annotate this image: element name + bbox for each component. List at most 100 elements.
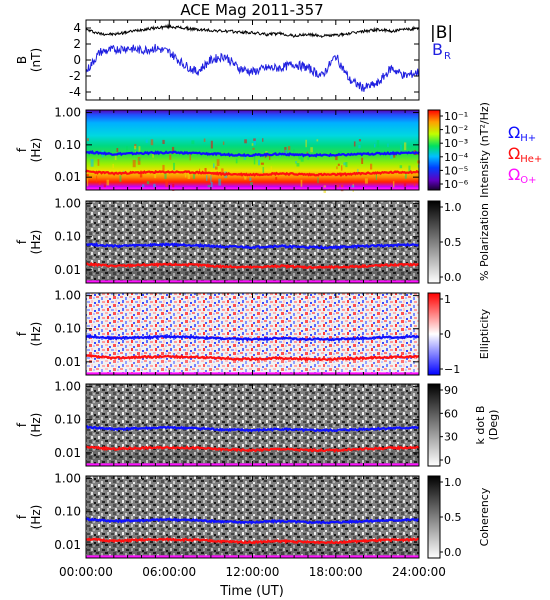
intensity-texture-mark: [152, 153, 154, 158]
intensity-texture-mark: [338, 151, 342, 155]
intensity-texture-mark: [300, 179, 303, 187]
intensity-texture-mark: [165, 181, 169, 188]
gyrofrequency-he-plus-line-panel-2: [85, 261, 420, 270]
intensity-texture-mark: [262, 166, 265, 173]
intensity-texture-mark: [296, 163, 300, 167]
intensity-texture-mark: [184, 174, 187, 178]
intensity-texture-mark: [390, 151, 393, 159]
y-tick-label: 0.01: [54, 355, 81, 369]
y-axis-label: f: [15, 422, 29, 427]
intensity-texture-mark: [293, 149, 295, 153]
intensity-texture-mark: [98, 182, 101, 185]
gyrofrequency-he-plus-line-panel-4: [85, 445, 420, 453]
intensity-texture-mark: [218, 178, 222, 186]
y-tick-label: 0.10: [54, 230, 81, 244]
intensity-texture-mark: [262, 138, 264, 142]
gyrofrequency-he-plus-line-panel-1: [85, 169, 420, 178]
gyrofrequency-he-plus-line-panel-5: [85, 537, 420, 545]
gyrofrequency-h-plus-line-panel-5: [85, 517, 420, 525]
y-tick-label: -4: [69, 85, 81, 99]
intensity-texture-mark: [189, 152, 191, 161]
colorbar-label: % Polarization: [478, 203, 491, 281]
intensity-texture-mark: [370, 163, 373, 170]
y-axis-unit: (Hz): [29, 322, 43, 347]
y-tick-label: 0.10: [54, 505, 81, 519]
intensity-texture-mark: [106, 179, 110, 186]
intensity-texture-mark: [408, 165, 411, 173]
y-tick-label: 0.01: [54, 170, 81, 184]
intensity-texture-mark: [211, 181, 213, 189]
spectrogram-ellipticity: [86, 293, 419, 375]
intensity-texture-mark: [90, 158, 94, 167]
intensity-texture-mark: [351, 185, 355, 189]
spectrogram-polarization: [86, 201, 419, 283]
y-axis-unit: (Hz): [29, 138, 43, 163]
intensity-texture-mark: [221, 168, 224, 176]
intensity-texture-mark: [251, 143, 254, 146]
intensity-texture-mark: [216, 159, 220, 166]
intensity-texture-mark: [307, 153, 309, 160]
intensity-texture-mark: [210, 175, 212, 183]
intensity-texture-mark: [112, 163, 114, 169]
y-tick-label: 0.10: [54, 138, 81, 152]
x-axis-label: Time (UT): [219, 584, 284, 599]
y-axis-label: f: [15, 514, 29, 519]
intensity-texture-mark: [414, 146, 416, 151]
gyrofrequency-h-plus-line-panel-3: [85, 333, 420, 342]
intensity-texture-mark: [269, 155, 271, 160]
intensity-texture-mark: [400, 144, 402, 151]
spectrogram-k-dot-b: [86, 384, 419, 466]
intensity-texture-mark: [204, 168, 207, 174]
x-tick-label: 00:00:00: [59, 565, 113, 579]
intensity-texture-mark: [317, 177, 319, 184]
intensity-texture-mark: [138, 158, 141, 161]
intensity-texture-mark: [252, 147, 255, 150]
intensity-texture-mark: [222, 141, 225, 145]
intensity-texture-mark: [126, 146, 128, 153]
intensity-texture-mark: [171, 146, 175, 154]
colorbar-label: k dot B: [474, 406, 487, 445]
legend-b-r: BR: [432, 40, 451, 62]
intensity-texture-mark: [253, 156, 256, 165]
y-axis-unit: (Hz): [29, 230, 43, 255]
colorbar-tick-label: −1: [444, 363, 460, 376]
intensity-texture-mark: [270, 166, 273, 173]
colorbar-tick-label: 10⁻⁶: [444, 178, 469, 191]
intensity-texture-mark: [146, 181, 150, 185]
intensity-texture-mark: [295, 161, 297, 164]
gyrofrequency-h-plus-line-panel-2: [85, 241, 420, 250]
colorbar-ellipticity: [427, 292, 441, 376]
intensity-texture-mark: [244, 139, 247, 144]
gyrofrequency-he-plus-line-panel-3: [85, 354, 420, 362]
colorbar-polarization: [427, 200, 441, 284]
intensity-texture-mark: [336, 184, 340, 190]
intensity-texture-mark: [249, 177, 252, 181]
y-tick-label: 1.00: [54, 472, 81, 486]
colorbar-intensity: [427, 109, 441, 191]
x-tick-label: 18:00:00: [309, 565, 363, 579]
intensity-texture-mark: [169, 154, 172, 160]
legend-gyrofrequency-subscript: O+: [520, 175, 536, 186]
intensity-texture-mark: [345, 162, 348, 168]
colorbar-tick-label: 60: [444, 407, 458, 420]
intensity-texture-mark: [300, 154, 304, 162]
intensity-texture-mark: [387, 143, 389, 148]
y-tick-label: 1.00: [54, 380, 81, 394]
intensity-texture-mark: [97, 159, 100, 166]
colorbar-tick-label: 10⁻¹: [444, 110, 468, 123]
colorbar-label-unit: (Deg): [487, 410, 500, 441]
intensity-texture-mark: [399, 165, 403, 169]
intensity-texture-mark: [206, 175, 208, 181]
colorbar-tick-label: 1.0: [444, 201, 462, 214]
intensity-texture-mark: [191, 140, 195, 145]
intensity-texture-mark: [119, 175, 122, 182]
y-tick-label: 0.01: [54, 263, 81, 277]
intensity-texture-mark: [142, 184, 145, 191]
colorbar-tick-label: 1.0: [444, 476, 462, 489]
intensity-texture-mark: [187, 172, 191, 179]
intensity-texture-mark: [403, 172, 406, 176]
intensity-texture-mark: [253, 139, 256, 146]
colorbar-tick-label: 0.5: [444, 236, 462, 249]
y-axis-label: f: [15, 147, 29, 152]
